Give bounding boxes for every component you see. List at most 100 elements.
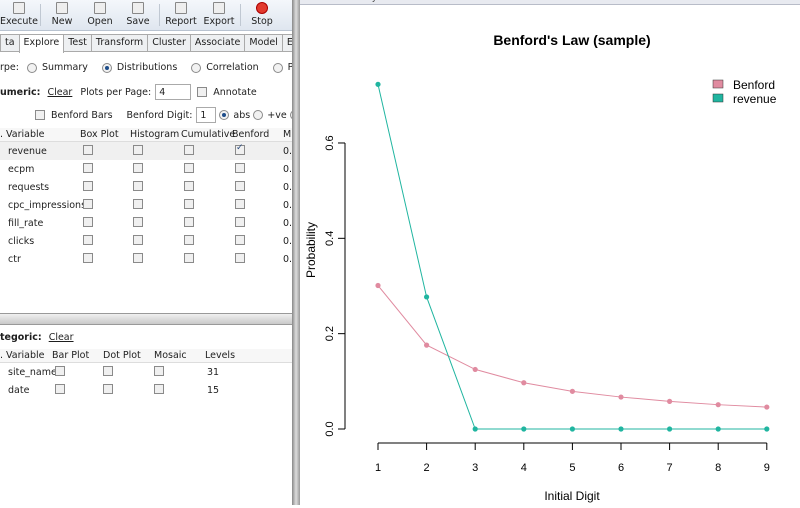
cell [232,180,283,194]
box-plot-checkbox[interactable] [83,252,93,263]
column-header[interactable]: Bar Plot [52,350,90,361]
box-plot-checkbox[interactable] [83,234,93,245]
tab-associate[interactable]: Associate [189,34,246,51]
series-line-revenue [377,84,767,430]
annotate-checkbox[interactable] [197,87,208,97]
benford-bars-checkbox[interactable] [35,110,45,120]
cumulative-checkbox[interactable] [184,144,194,155]
cell [80,234,130,248]
histogram-checkbox[interactable] [133,234,143,245]
column-header[interactable]: Mosaic [154,350,187,361]
benford-checkbox[interactable] [235,143,245,155]
column-header[interactable]: Cumulative [181,129,236,140]
numeric-clear-link[interactable]: Clear [47,86,73,98]
column-header[interactable]: Histogram [130,129,180,140]
benford-checkbox[interactable] [235,252,245,263]
variable-name: cpc_impressions [8,199,87,211]
box-plot-checkbox[interactable] [83,144,93,155]
cumulative-checkbox[interactable] [184,198,194,209]
sign-radio[interactable] [253,110,264,120]
pane-splitter[interactable] [0,313,292,325]
plot-menu-resize[interactable]: Resize [399,0,428,3]
histogram-checkbox[interactable] [133,144,143,155]
table-row[interactable]: requests 0.0 [0,178,292,196]
x-tick-label: 7 [667,462,673,474]
table-row[interactable]: cpc_impressions 0.0 [0,196,292,214]
cell [103,383,154,397]
histogram-checkbox[interactable] [133,198,143,209]
cumulative-checkbox[interactable] [184,234,194,245]
table-row[interactable]: revenue 0.0 [0,142,292,160]
export-button[interactable]: Export [200,0,238,31]
column-header[interactable]: Levels [205,350,236,361]
y-tick-label: 0.0 [324,421,336,436]
benford-checkbox[interactable] [235,234,245,245]
benford-checkbox[interactable] [235,198,245,209]
tab-cluster[interactable]: Cluster [147,34,191,51]
cell [80,216,130,230]
histogram-checkbox[interactable] [133,180,143,191]
categoric-clear-link[interactable]: Clear [48,332,74,343]
plot-menu-history[interactable]: History [345,0,377,3]
cumulative-checkbox[interactable] [184,180,194,191]
benford-digit-spinner[interactable]: 1 [196,107,217,123]
type-radio-correlation[interactable] [191,62,202,73]
report-button[interactable]: Report [162,0,200,31]
histogram-checkbox[interactable] [133,252,143,263]
cell [80,144,130,158]
tab-model[interactable]: Model [244,34,283,51]
benford-checkbox[interactable] [235,162,245,173]
data-point-revenue [521,426,527,432]
box-plot-checkbox[interactable] [83,216,93,227]
histogram-checkbox[interactable] [133,162,143,173]
mosaic-checkbox[interactable] [154,383,164,394]
dot-plot-checkbox[interactable] [103,365,113,376]
plots-per-page-spinner[interactable]: 4 [155,84,192,100]
column-header[interactable]: Box Plot [80,129,119,140]
table-row[interactable]: ctr 0.0 [0,250,292,268]
type-radio-principal[interactable] [272,62,283,73]
bar-plot-checkbox[interactable] [55,383,65,394]
table-row[interactable]: ecpm 0.0 [0,160,292,178]
cell [154,383,205,397]
bar-plot-checkbox[interactable] [55,365,65,376]
min-value: 0.0 [283,253,292,265]
min-value: 0.0 [283,199,292,211]
benford-checkbox[interactable] [235,180,245,191]
dot-plot-checkbox[interactable] [103,383,113,394]
cumulative-checkbox[interactable] [184,252,194,263]
tab-evaluate[interactable]: Evaluate [281,34,292,51]
column-header[interactable]: Benford [232,129,270,140]
execute-button[interactable]: Execute [0,0,38,31]
y-tick-label: 0.4 [324,231,336,246]
type-radio-distributions[interactable] [101,62,112,73]
tab-test[interactable]: Test [63,34,92,51]
column-header[interactable]: Dot Plot [103,350,141,361]
save-button[interactable]: Save [119,0,157,31]
benford-checkbox[interactable] [235,216,245,227]
y-axis-label: Probability [304,222,318,278]
cumulative-checkbox[interactable] [184,162,194,173]
tab-transform[interactable]: Transform [90,34,149,51]
box-plot-checkbox[interactable] [83,198,93,209]
type-radio-summary[interactable] [26,62,37,73]
histogram-checkbox[interactable] [133,216,143,227]
mosaic-checkbox[interactable] [154,365,164,376]
cumulative-checkbox[interactable] [184,216,194,227]
box-plot-checkbox[interactable] [83,180,93,191]
plot-menu-file[interactable]: File [308,0,323,3]
tab-ta[interactable]: ta [0,34,20,51]
cell [181,162,232,176]
open-button[interactable]: Open [81,0,119,31]
box-plot-checkbox[interactable] [83,162,93,173]
column-header[interactable]: Mi [283,129,292,140]
table-row[interactable]: fill_rate 0.0 [0,214,292,232]
sign-radio[interactable] [219,110,230,120]
table-row[interactable]: site_name 31 [0,363,292,381]
table-row[interactable]: clicks 0.0 [0,232,292,250]
new-button[interactable]: New [43,0,81,31]
tab-explore[interactable]: Explore [18,34,65,53]
stop-button[interactable]: Stop [243,0,281,31]
table-row[interactable]: date 15 [0,381,292,399]
x-tick-label: 2 [424,462,430,474]
